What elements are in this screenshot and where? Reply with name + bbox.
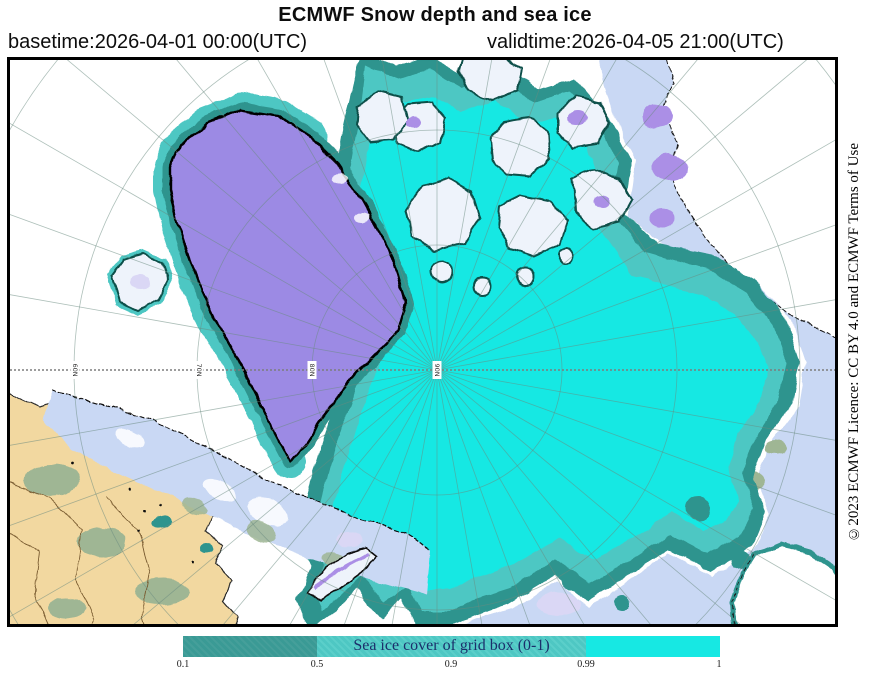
deep-snow-patch xyxy=(406,116,422,128)
lake xyxy=(152,515,172,529)
snow-patch xyxy=(536,593,580,615)
country-border xyxy=(10,532,48,624)
island xyxy=(516,266,536,286)
copyright-sidebar: ©2023 ECMWF Licence: CC BY 4.0 and ECMWF… xyxy=(838,57,870,627)
vegetation-patch xyxy=(24,464,80,496)
ice-pocket xyxy=(560,570,580,590)
deep-snow-patch xyxy=(649,208,675,228)
legend-title: Sea ice cover of grid box (0-1) xyxy=(353,637,550,654)
deep-snow-patch xyxy=(594,196,610,208)
vegetation-patch xyxy=(247,521,277,543)
snow-patch xyxy=(331,173,349,183)
legend-tick-0.99: 0.99 xyxy=(577,659,595,670)
page-title: ECMWF Snow depth and sea ice xyxy=(278,4,592,26)
legend-bar: Sea ice cover of grid box (0-1) xyxy=(183,636,720,657)
country-border xyxy=(10,481,95,624)
ice-pocket xyxy=(731,551,749,569)
bottom-right-open-sea xyxy=(729,541,835,624)
greenland xyxy=(153,93,414,479)
deep-snow-patch xyxy=(652,155,688,181)
snow-patch xyxy=(115,428,145,448)
validtime-label: validtime:2026-04-05 21:00(UTC) xyxy=(487,31,784,53)
svg-text:70N: 70N xyxy=(195,363,203,376)
snow-patch xyxy=(336,532,364,548)
deep-snow-patch xyxy=(643,104,673,128)
legend-segment-mid xyxy=(317,636,586,657)
latitude-labels: 90N 80N 70N 60N xyxy=(70,361,442,379)
map-fills xyxy=(10,60,835,624)
vegetation-patch xyxy=(47,597,85,619)
country-border xyxy=(105,495,151,624)
latitude-label-70n: 70N xyxy=(194,361,204,379)
island xyxy=(557,247,575,265)
island xyxy=(473,277,491,295)
legend-tick-0.9: 0.9 xyxy=(444,659,458,670)
island xyxy=(431,261,453,283)
vegetation-patch xyxy=(181,497,207,515)
arctic-map: 90N 80N 70N 60N xyxy=(10,60,835,624)
snow-patch xyxy=(203,478,237,502)
snow-patch xyxy=(354,213,370,223)
copyright-text: ©2023 ECMWF Licence: CC BY 4.0 and ECMWF… xyxy=(845,142,862,542)
legend-segment-high xyxy=(585,636,720,657)
island xyxy=(457,60,523,101)
legend-tick-1: 1 xyxy=(716,659,722,670)
latitude-label-60n: 60N xyxy=(70,361,80,379)
pacific-coastline xyxy=(661,60,835,338)
greenland-ice-sheet xyxy=(168,108,408,464)
lake xyxy=(199,543,213,553)
svg-text:90N: 90N xyxy=(433,363,441,376)
canadian-archipelago xyxy=(355,60,633,295)
vegetation-patch xyxy=(78,527,126,557)
ice-pocket xyxy=(686,496,710,520)
legend-tick-0.5: 0.5 xyxy=(310,659,324,670)
svg-text:80N: 80N xyxy=(308,363,316,376)
bare-ground-patch xyxy=(765,441,787,455)
mountain-ridge xyxy=(313,552,369,590)
svg-text:60N: 60N xyxy=(71,363,79,376)
latitude-label-80n: 80N xyxy=(307,361,317,379)
norway-coastline xyxy=(51,389,431,551)
novaya-zemlya xyxy=(304,547,378,601)
latitude-label-90n: 90N xyxy=(432,361,442,379)
ice-pocket xyxy=(614,594,630,610)
legend-tick-0.1: 0.1 xyxy=(176,659,190,670)
island xyxy=(355,91,409,143)
arctic-map-frame: 90N 80N 70N 60N xyxy=(7,57,838,627)
basetime-label: basetime:2026-04-01 00:00(UTC) xyxy=(8,31,308,53)
deep-snow-patch xyxy=(566,111,586,125)
baffin-island xyxy=(107,249,173,315)
legend-segment-low xyxy=(183,636,318,657)
island xyxy=(497,195,569,257)
